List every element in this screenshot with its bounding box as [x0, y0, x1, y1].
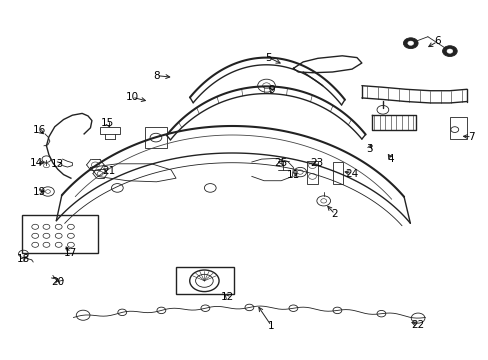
Circle shape	[407, 41, 413, 45]
Text: 5: 5	[265, 53, 272, 63]
Bar	[176, 267, 233, 294]
Circle shape	[442, 46, 456, 57]
Text: 23: 23	[309, 158, 323, 168]
Text: 1: 1	[267, 321, 274, 331]
Bar	[332, 162, 343, 184]
Text: 7: 7	[468, 132, 474, 142]
Text: 14: 14	[30, 158, 43, 168]
Text: 6: 6	[433, 36, 440, 46]
Circle shape	[403, 38, 417, 49]
Text: 11: 11	[286, 170, 300, 180]
Text: 22: 22	[410, 320, 424, 330]
Bar	[306, 161, 317, 184]
Text: 13: 13	[51, 159, 64, 169]
Text: 10: 10	[125, 92, 138, 102]
Text: 21: 21	[102, 166, 115, 176]
Text: 9: 9	[267, 85, 274, 95]
Text: 2: 2	[331, 209, 338, 219]
Bar	[449, 117, 466, 139]
Bar	[22, 215, 98, 253]
Text: 12: 12	[220, 292, 234, 302]
Text: 18: 18	[17, 254, 30, 264]
Bar	[144, 127, 166, 148]
Text: 25: 25	[274, 158, 287, 168]
Text: 8: 8	[153, 71, 160, 81]
Text: 20: 20	[51, 276, 64, 287]
Circle shape	[446, 49, 452, 53]
Text: 16: 16	[32, 125, 46, 135]
Text: 4: 4	[387, 154, 394, 164]
Text: 17: 17	[64, 248, 78, 258]
Text: 24: 24	[345, 168, 358, 179]
Bar	[100, 127, 120, 134]
Text: 3: 3	[365, 144, 372, 154]
Text: 19: 19	[32, 186, 46, 197]
Text: 15: 15	[101, 118, 114, 128]
